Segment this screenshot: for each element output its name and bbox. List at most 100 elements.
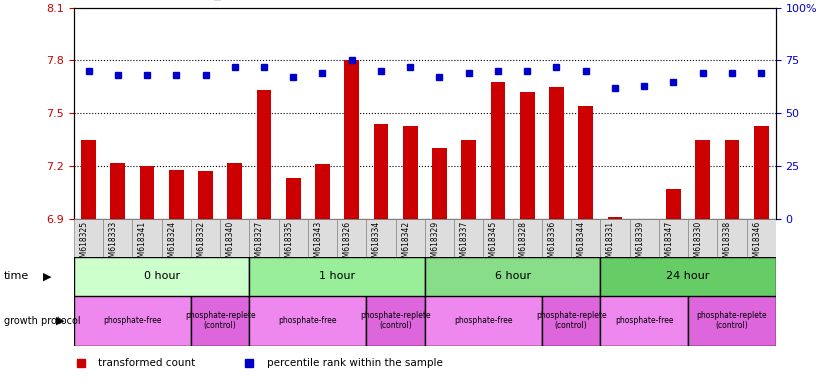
Text: phosphate-free: phosphate-free: [103, 316, 162, 325]
Bar: [162, 219, 190, 257]
Text: GSM618329: GSM618329: [430, 221, 439, 267]
Text: GSM618328: GSM618328: [518, 221, 527, 267]
Bar: [74, 257, 250, 296]
Text: 6 hour: 6 hour: [494, 271, 530, 281]
Bar: [688, 296, 776, 346]
Bar: [250, 296, 366, 346]
Bar: [74, 296, 190, 346]
Bar: [461, 140, 476, 219]
Bar: [725, 140, 739, 219]
Bar: [542, 296, 600, 346]
Bar: [491, 82, 505, 219]
Bar: [666, 189, 681, 219]
Bar: [250, 257, 425, 296]
Text: GSM618325: GSM618325: [80, 221, 89, 267]
Text: phosphate-free: phosphate-free: [278, 316, 337, 325]
Text: phosphate-replete
(control): phosphate-replete (control): [536, 311, 607, 330]
Bar: [549, 87, 564, 219]
Text: growth protocol: growth protocol: [4, 316, 80, 326]
Bar: [308, 219, 337, 257]
Bar: [600, 296, 688, 346]
Text: 1 hour: 1 hour: [319, 271, 355, 281]
Bar: [432, 149, 447, 219]
Text: 0 hour: 0 hour: [144, 271, 180, 281]
Bar: [111, 162, 125, 219]
Bar: [74, 219, 103, 257]
Bar: [512, 219, 542, 257]
Text: GSM618346: GSM618346: [752, 221, 761, 267]
Text: GSM618327: GSM618327: [255, 221, 264, 267]
Text: GSM618339: GSM618339: [635, 221, 644, 267]
Bar: [257, 90, 271, 219]
Text: phosphate-replete
(control): phosphate-replete (control): [185, 311, 255, 330]
Text: GSM618326: GSM618326: [342, 221, 351, 267]
Bar: [454, 219, 484, 257]
Bar: [403, 126, 418, 219]
Text: GSM618334: GSM618334: [372, 221, 381, 267]
Bar: [81, 140, 96, 219]
Bar: [286, 179, 300, 219]
Text: GSM618338: GSM618338: [723, 221, 732, 267]
Bar: [754, 126, 768, 219]
Bar: [374, 124, 388, 219]
Text: phosphate-free: phosphate-free: [615, 316, 673, 325]
Bar: [542, 219, 571, 257]
Bar: [220, 219, 250, 257]
Bar: [608, 217, 622, 219]
Bar: [695, 140, 710, 219]
Text: GSM618343: GSM618343: [314, 221, 323, 267]
Bar: [659, 219, 688, 257]
Text: phosphate-replete
(control): phosphate-replete (control): [697, 311, 768, 330]
Bar: [345, 61, 359, 219]
Bar: [425, 219, 454, 257]
Text: phosphate-free: phosphate-free: [454, 316, 512, 325]
Text: GSM618331: GSM618331: [606, 221, 615, 267]
Bar: [278, 219, 308, 257]
Text: GSM618340: GSM618340: [226, 221, 235, 267]
Bar: [630, 219, 658, 257]
Text: GSM618341: GSM618341: [138, 221, 147, 267]
Text: ▶: ▶: [43, 271, 51, 281]
Bar: [227, 162, 242, 219]
Bar: [169, 170, 184, 219]
Text: GSM618337: GSM618337: [460, 221, 469, 267]
Bar: [484, 219, 512, 257]
Bar: [366, 219, 396, 257]
Text: time: time: [4, 271, 30, 281]
Text: ▶: ▶: [56, 316, 64, 326]
Bar: [579, 106, 593, 219]
Bar: [103, 219, 132, 257]
Text: GSM618333: GSM618333: [108, 221, 117, 267]
Bar: [190, 296, 250, 346]
Text: phosphate-replete
(control): phosphate-replete (control): [360, 311, 431, 330]
Bar: [425, 296, 542, 346]
Bar: [600, 219, 630, 257]
Bar: [315, 164, 330, 219]
Text: percentile rank within the sample: percentile rank within the sample: [267, 358, 443, 368]
Bar: [688, 219, 718, 257]
Bar: [425, 257, 600, 296]
Bar: [250, 219, 278, 257]
Text: GSM618342: GSM618342: [401, 221, 410, 267]
Bar: [600, 257, 776, 296]
Text: GSM618344: GSM618344: [576, 221, 585, 267]
Bar: [396, 219, 425, 257]
Bar: [746, 219, 776, 257]
Bar: [571, 219, 600, 257]
Bar: [366, 296, 425, 346]
Bar: [637, 219, 652, 222]
Bar: [718, 219, 746, 257]
Text: GSM618336: GSM618336: [548, 221, 557, 267]
Bar: [198, 171, 213, 219]
Text: transformed count: transformed count: [99, 358, 195, 368]
Text: GSM618345: GSM618345: [489, 221, 498, 267]
Bar: [140, 166, 154, 219]
Text: 24 hour: 24 hour: [667, 271, 710, 281]
Text: GSM618335: GSM618335: [284, 221, 293, 267]
Bar: [132, 219, 162, 257]
Text: GSM618332: GSM618332: [196, 221, 205, 267]
Text: GSM618347: GSM618347: [664, 221, 673, 267]
Bar: [520, 92, 534, 219]
Text: GSM618330: GSM618330: [694, 221, 703, 267]
Bar: [337, 219, 366, 257]
